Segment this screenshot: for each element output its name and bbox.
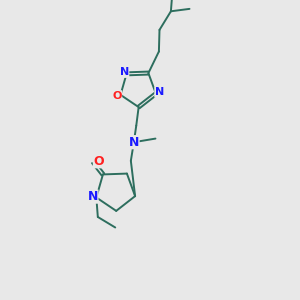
Text: N: N (88, 190, 98, 203)
Text: N: N (129, 136, 139, 149)
Text: O: O (112, 91, 122, 101)
Text: N: N (119, 67, 129, 77)
Text: O: O (93, 155, 104, 168)
Text: N: N (155, 87, 164, 97)
